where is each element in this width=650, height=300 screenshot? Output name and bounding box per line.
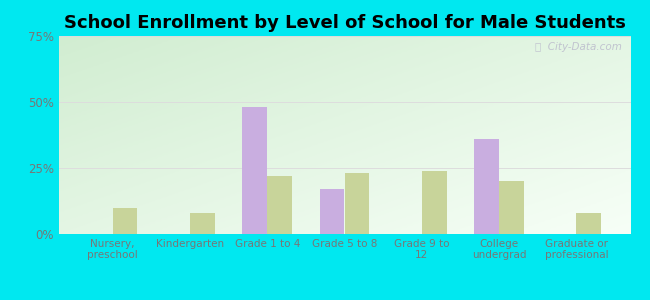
Title: School Enrollment by Level of School for Male Students: School Enrollment by Level of School for… [64, 14, 625, 32]
Bar [267, 176, 292, 234]
Bar [474, 139, 499, 234]
Bar [344, 173, 369, 234]
Bar [242, 107, 267, 234]
Text: ⓘ  City-Data.com: ⓘ City-Data.com [535, 42, 622, 52]
Bar [190, 213, 214, 234]
Bar [499, 181, 524, 234]
Bar [422, 171, 447, 234]
Bar [577, 213, 601, 234]
Bar [320, 189, 345, 234]
Bar [112, 208, 137, 234]
